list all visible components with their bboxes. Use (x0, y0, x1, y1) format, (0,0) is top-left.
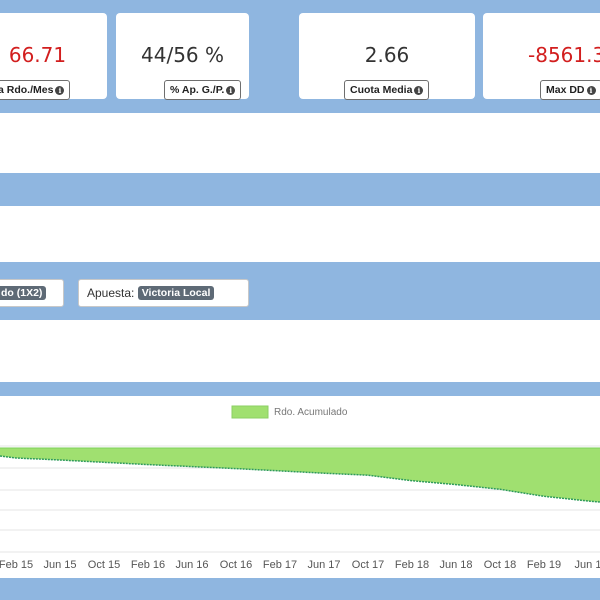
x-tick-label: Jun 16 (175, 559, 208, 571)
x-tick-label: Feb 18 (395, 559, 429, 571)
x-tick-label: Feb 16 (131, 559, 165, 571)
info-icon[interactable]: i (55, 86, 65, 95)
content-band-2 (0, 206, 600, 262)
x-tick-label: Oct 15 (88, 559, 120, 571)
info-icon[interactable]: i (586, 86, 596, 95)
stat-label: Cuota Media (350, 84, 413, 96)
stat-label: % Ap. G./P. (170, 84, 225, 96)
stat-card-monthly-result: 66.71 a Rdo./Mes i (0, 13, 107, 100)
x-tick-label: Oct 16 (220, 559, 252, 571)
stat-card-max-drawdown: -8561.3 Max DD i (483, 13, 600, 100)
x-tick-label: Feb 17 (263, 559, 297, 571)
x-tick-label: Jun 1 (575, 559, 600, 571)
market-filter[interactable]: do (1X2) (0, 279, 64, 307)
stat-label: Max DD (546, 84, 585, 96)
area-series-line (0, 455, 600, 503)
stat-value: 66.71 (8, 43, 67, 67)
content-band-1 (0, 113, 600, 173)
stat-value: 2.66 (364, 43, 410, 67)
stat-value: 44/56 % (141, 43, 224, 67)
bet-filter[interactable]: Apuesta: Victoria Local (78, 279, 249, 307)
stat-value: -8561.3 (528, 43, 600, 67)
stat-label-button[interactable]: Max DD i (540, 80, 600, 100)
x-tick-label: Jun 17 (307, 559, 340, 571)
x-tick-label: Jun 18 (439, 559, 472, 571)
stat-label-button[interactable]: Cuota Media i (344, 80, 430, 100)
content-band-3 (0, 320, 600, 382)
x-tick-label: Oct 18 (484, 559, 516, 571)
bet-filter-value: Victoria Local (137, 286, 215, 300)
chart-svg: Feb 15 Jun 15 Oct 15 Feb 16 Jun 16 Oct 16 Feb … (0, 405, 600, 571)
stat-label: a Rdo./Mes (0, 84, 54, 96)
market-filter-value: do (1X2) (0, 286, 47, 300)
x-tick-label: Jun 15 (43, 559, 76, 571)
x-tick-label: Feb 19 (527, 559, 561, 571)
stat-label-button[interactable]: a Rdo./Mes i (0, 80, 71, 100)
area-series (0, 448, 600, 502)
legend-label[interactable]: Rdo. Acumulado (274, 407, 348, 418)
info-icon[interactable]: i (414, 86, 424, 95)
stat-label-button[interactable]: % Ap. G./P. i (164, 80, 242, 100)
info-icon[interactable]: i (226, 86, 236, 95)
stat-card-win-loss: 44/56 % % Ap. G./P. i (116, 13, 249, 100)
x-tick-label: Feb 15 (0, 559, 33, 571)
legend-swatch[interactable] (231, 405, 269, 419)
x-tick-label: Oct 17 (352, 559, 384, 571)
bet-filter-label: Apuesta: (87, 286, 135, 300)
stat-card-avg-odds: 2.66 Cuota Media i (299, 13, 475, 100)
cumulative-result-chart: Feb 15 Jun 15 Oct 15 Feb 16 Jun 16 Oct 16 Feb … (0, 396, 600, 578)
